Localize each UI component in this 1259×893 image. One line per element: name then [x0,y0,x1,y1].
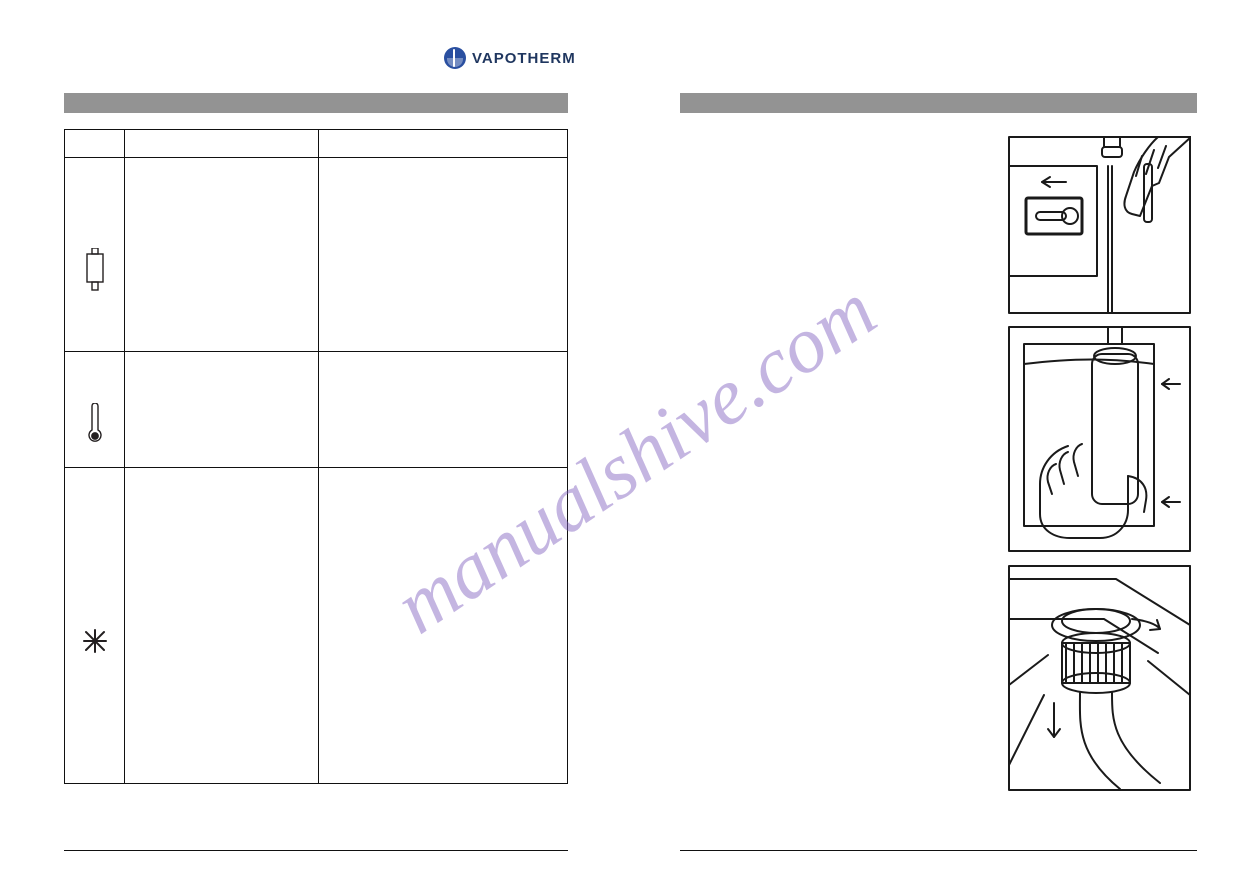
table-header-row [65,130,568,158]
cartridge-pull-illustration [1008,326,1191,552]
section-bar-right [680,93,1197,113]
table-header-col3 [319,130,568,158]
table-cell [125,468,319,784]
footer-rule-left [64,850,568,851]
footer-rule-right [680,850,1197,851]
thermometer-icon [65,352,124,467]
table-row [65,352,568,468]
cartridge-icon [65,158,124,351]
table-cell [319,352,568,468]
table-cell [125,352,319,468]
asterisk-icon [65,468,124,783]
table-row [65,158,568,352]
section-bar-left [64,93,568,113]
table-header-col2 [125,130,319,158]
table-header-icon [65,130,125,158]
hose-detach-illustration [1008,565,1191,791]
table-cell [125,158,319,352]
brand-logo: VAPOTHERM [444,47,576,69]
table-cell [319,468,568,784]
brand-name: VAPOTHERM [472,50,576,67]
release-slider-illustration [1008,136,1191,314]
logo-mark-icon [444,47,466,69]
table-row [65,468,568,784]
table-cell [319,158,568,352]
alarms-table [64,129,568,784]
